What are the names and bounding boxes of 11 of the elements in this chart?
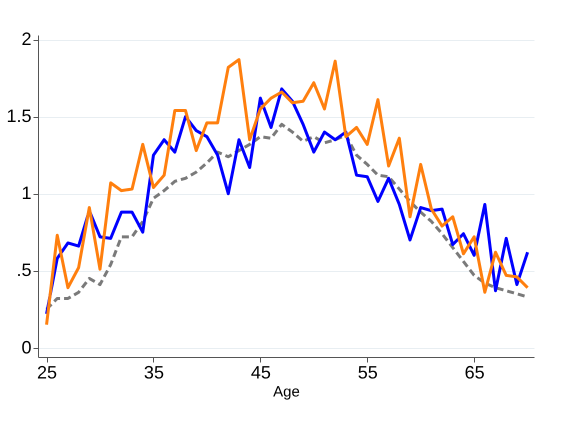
x-tick-label: 65	[464, 362, 485, 382]
y-tick-label: .5	[16, 260, 32, 280]
x-tick-label: 35	[144, 362, 164, 382]
x-axis-title: Age	[273, 384, 300, 400]
x-tick-label: 25	[37, 362, 58, 382]
y-tick-label: 2	[21, 29, 32, 50]
y-tick-label: 0	[21, 337, 32, 358]
x-tick-label: 45	[250, 362, 271, 382]
y-tick-label: 1	[21, 183, 32, 204]
x-tick-label: 55	[358, 362, 378, 382]
y-tick-label: 1.5	[6, 106, 32, 126]
